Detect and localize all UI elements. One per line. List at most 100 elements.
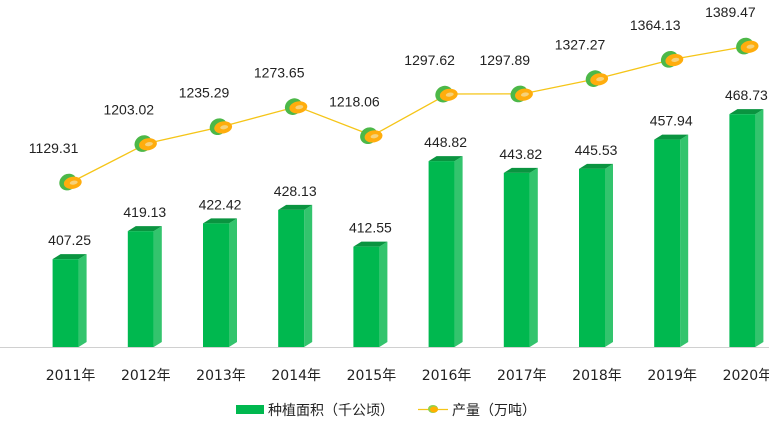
line-value-label: 1364.13 (630, 17, 681, 33)
bar-top (52, 254, 87, 260)
legend-label-yield: 产量（万吨） (452, 403, 536, 419)
papaya-seeds-icon (445, 92, 454, 97)
papaya-seeds-icon (220, 125, 229, 130)
bar-4 (278, 204, 313, 347)
bar-3 (203, 218, 237, 347)
line-value-label: 1203.02 (103, 101, 154, 117)
x-axis-ticks: 2011年 2012年 2013年 2014年 2015年 2016年 2017年 2018年… (46, 368, 769, 384)
bar-front (654, 139, 681, 347)
bar-value-label: 445.53 (575, 142, 618, 158)
bar-front (353, 246, 380, 347)
papaya-icon (134, 135, 157, 152)
legend-papaya-icon (428, 405, 438, 413)
papaya-seeds-icon (520, 92, 529, 97)
papaya-icon (284, 98, 308, 115)
bar-side (680, 134, 689, 347)
bar-front (579, 168, 605, 347)
bar-5 (353, 241, 388, 347)
bar-value-label: 422.42 (199, 196, 242, 212)
bar-value-label: 443.82 (499, 146, 542, 162)
x-tick-label: 2013年 (196, 368, 246, 384)
bar-side (605, 163, 613, 347)
papaya-icon (510, 85, 533, 103)
bar-side (304, 204, 313, 347)
bar-side (755, 109, 764, 347)
bar-value-label: 412.55 (349, 220, 392, 236)
bar-9 (654, 134, 689, 347)
bar-top (579, 163, 613, 169)
bar-7 (503, 167, 538, 347)
papaya-seeds-icon (69, 180, 78, 185)
bar-series-area: 407.25 419.13 422.42 428.13 412.55 448.82 443.… (48, 87, 768, 347)
legend: 种植面积（千公顷） 产量（万吨） (236, 403, 536, 419)
bar-value-label: 419.13 (123, 204, 166, 220)
bar-front (278, 209, 305, 347)
bar-top (353, 241, 388, 247)
papaya-icon (360, 127, 383, 145)
bar-top (203, 218, 237, 224)
bar-front (203, 223, 229, 347)
papaya-seeds-icon (596, 77, 605, 82)
line-value-label: 1129.31 (29, 140, 79, 156)
legend-label-area: 种植面积（千公顷） (268, 403, 394, 419)
papaya-icon (435, 85, 458, 103)
bar-value-label: 468.73 (725, 87, 768, 103)
bar-2 (127, 226, 162, 347)
bar-side (229, 218, 237, 347)
line-value-label: 1297.89 (479, 52, 530, 68)
papaya-icon (585, 70, 609, 87)
papaya-icon (209, 118, 233, 136)
bar-front (428, 161, 455, 347)
x-tick-label: 2020年 (723, 368, 769, 384)
papaya-seeds-icon (144, 142, 153, 147)
line-series-area: 1129.31 1203.02 1235.29 1273.65 1218.06 1297.… (29, 4, 759, 191)
bar-side (78, 254, 87, 347)
x-tick-label: 2014年 (271, 368, 321, 384)
x-tick-label: 2015年 (347, 368, 397, 384)
bar-top (127, 226, 162, 232)
line-value-label: 1273.65 (254, 65, 305, 81)
bar-1 (52, 254, 87, 347)
papaya-seeds-icon (295, 105, 304, 110)
bar-top (503, 167, 538, 173)
x-tick-label: 2017年 (497, 368, 547, 384)
yield-line (71, 45, 749, 183)
line-value-label: 1218.06 (329, 94, 380, 110)
papaya-seeds-icon (370, 134, 379, 139)
x-tick-label: 2019年 (647, 368, 697, 384)
line-value-label: 1297.62 (404, 52, 455, 68)
bar-side (379, 241, 388, 347)
papaya-icon (736, 37, 759, 55)
bar-front (52, 259, 79, 347)
x-tick-label: 2012年 (121, 368, 171, 384)
x-tick-label: 2018年 (572, 368, 622, 384)
bar-side (529, 167, 538, 347)
bar-top (729, 109, 764, 115)
bar-front (503, 172, 530, 347)
line-value-label: 1389.47 (705, 4, 756, 20)
bar-value-label: 457.94 (650, 113, 693, 129)
legend-swatch-area (236, 405, 264, 414)
bar-6 (428, 156, 463, 347)
papaya-seeds-icon (746, 44, 755, 49)
x-tick-label: 2011年 (46, 368, 96, 384)
x-tick-label: 2016年 (422, 368, 472, 384)
bar-front (127, 231, 154, 347)
bar-front (729, 114, 756, 347)
bar-8 (579, 163, 613, 347)
papaya-icon (660, 50, 684, 68)
bar-top (654, 134, 689, 140)
line-value-label: 1327.27 (555, 37, 606, 53)
bar-value-label: 428.13 (274, 183, 317, 199)
line-value-label: 1235.29 (179, 85, 230, 101)
bar-top (278, 204, 313, 210)
bar-side (153, 226, 162, 347)
bar-value-label: 448.82 (424, 134, 467, 150)
bar-top (428, 156, 463, 162)
papaya-seeds-icon (671, 57, 680, 62)
bar-10 (729, 109, 764, 347)
bar-value-label: 407.25 (48, 232, 91, 248)
papaya-icon (59, 173, 82, 191)
bar-side (454, 156, 463, 347)
